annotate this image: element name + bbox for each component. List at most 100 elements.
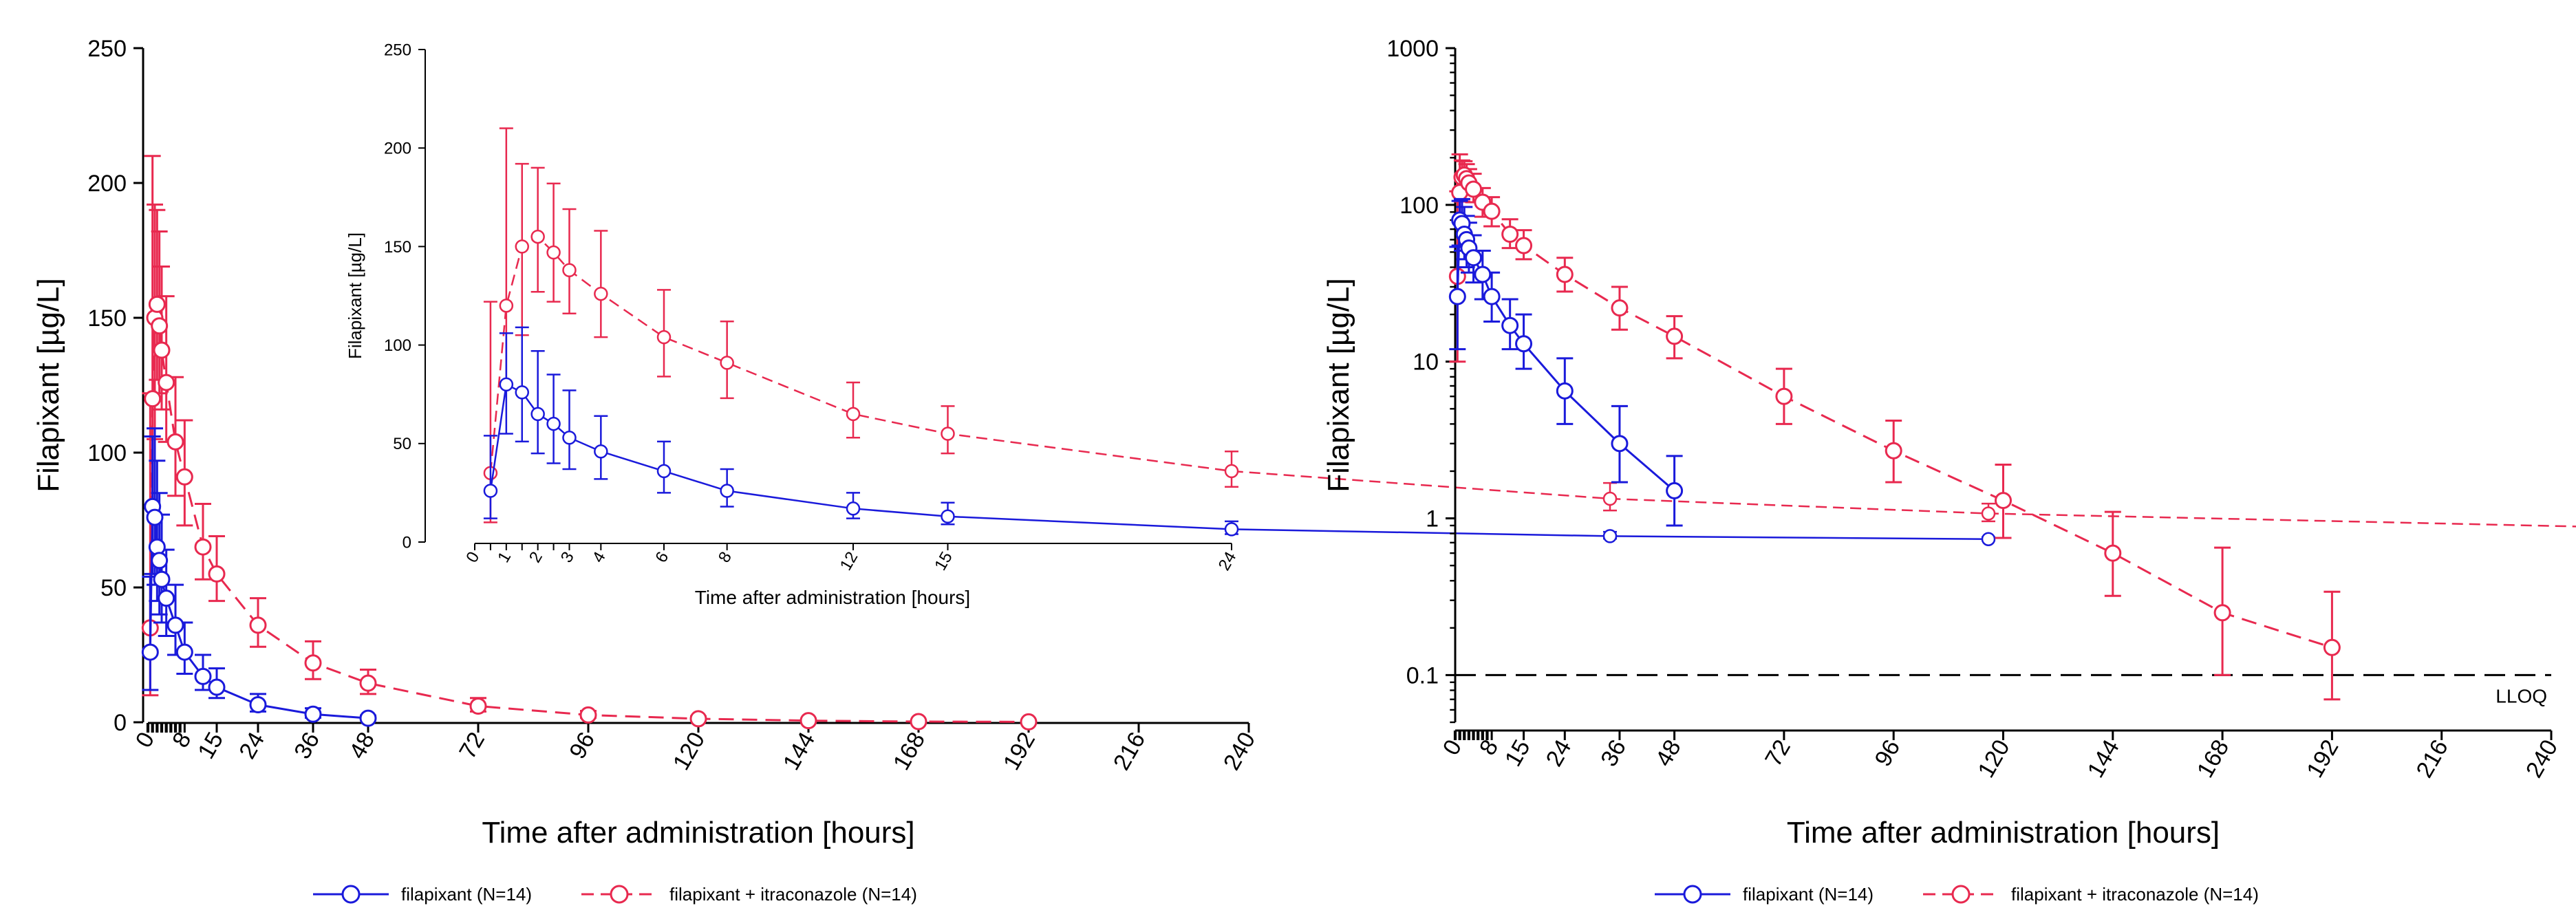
inset-line [489,382,1989,540]
legend-point [610,885,629,904]
inset-x-tick-label: 24 [1215,549,1241,574]
inset-point [515,239,529,254]
legend-marker-series-b [1923,885,1999,904]
inset-point [562,263,577,278]
inset-point [720,356,734,370]
inset-point [499,377,514,392]
log-x-tick-label: 24 [1541,735,1577,771]
log-y-tick-label: 0.1 [1406,662,1439,689]
inset-x-axis-label: Time after administration [hours] [695,587,970,608]
legend-label-series-b: filapixant + itraconazole (N=14) [2011,884,2259,905]
log-y-axis-label: Filapixant [µg/L] [1322,278,1355,493]
linear-point [167,433,184,451]
linear-point [158,374,175,391]
log-point [2104,544,2122,562]
inset-point [483,484,498,498]
inset-x-tick-label: 1 [494,549,515,566]
linear-y-axis-label: Filapixant [µg/L] [32,278,65,493]
linear-x-tick-label: 0 [131,728,160,752]
log-x-tick-label: 192 [2301,735,2343,782]
legend-right: filapixant (N=14) filapixant + itraconaz… [1655,884,2259,905]
legend-point [341,885,361,904]
linear-point [194,667,212,685]
log-point [1515,237,1533,255]
log-point [1465,180,1483,198]
linear-point [175,643,193,661]
inset-line [489,235,2576,528]
linear-x-tick-label: 168 [888,728,930,775]
inset-point [1602,491,1618,506]
inset-x-tick-label: 0 [462,549,483,566]
linear-x-tick-label: 96 [564,728,600,764]
linear-point [144,390,162,408]
linear-point [469,697,487,715]
log-y-tick-label: 1 [1426,506,1439,532]
log-x-tick-label: 216 [2412,735,2454,782]
log-point [1448,288,1466,305]
log-point [1501,316,1519,334]
linear-point [141,643,159,661]
log-x-axis-label: Time after administration [hours] [1787,816,2220,850]
inset-point [941,509,955,524]
linear-point [208,678,226,696]
inset-point [499,299,514,313]
log-point [2323,638,2341,656]
linear-point [579,706,597,724]
linear-point [1020,713,1038,731]
inset-point [656,329,672,345]
linear-line [149,304,1029,723]
linear-y-tick-label: 0 [114,710,127,736]
inset-point [546,245,561,260]
inset-point [656,464,672,479]
log-x-tick-label: 0 [1438,735,1467,759]
linear-point [249,696,267,714]
inset-point [530,229,545,244]
log-point [1556,382,1574,400]
inset-y-tick-label: 150 [384,238,411,257]
log-point [1465,249,1483,267]
linear-point [151,317,169,335]
log-point [1611,435,1629,453]
linear-point [175,468,193,486]
inset-point [594,444,608,459]
inset-x-tick-label: 4 [589,549,610,566]
inset-point [1981,506,1996,521]
log-point [1474,266,1492,283]
linear-point [304,654,322,672]
inset-point [594,286,608,301]
inset-point [720,484,734,498]
linear-x-tick-label: 72 [454,728,490,764]
linear-y-tick-label: 100 [87,440,127,466]
linear-y-tick-label: 200 [87,171,127,197]
inset-point [562,430,577,445]
linear-point [153,341,171,359]
legend-point [1951,885,1971,904]
inset-x-tick-label: 12 [837,549,862,574]
linear-x-tick-label: 24 [234,728,270,764]
log-point [2213,604,2231,622]
linear-x-tick-label: 192 [998,728,1040,775]
linear-point [689,710,707,728]
log-line [1456,217,1675,492]
linear-x-tick-label: 120 [668,728,710,775]
inset-x-tick-label: 8 [715,549,736,566]
log-y-tick-label: 10 [1413,349,1439,376]
log-x-tick-label: 144 [2083,735,2125,782]
linear-point [151,552,169,570]
linear-y-tick-label: 50 [100,575,127,601]
inset-y-tick-label: 250 [384,41,411,59]
inset-point [1224,522,1239,537]
linear-point [158,590,175,607]
legend-label-series-a: filapixant (N=14) [401,884,532,905]
log-point [1483,288,1501,305]
linear-x-tick-label: 36 [289,728,325,764]
linear-point [799,712,817,730]
legend-label-series-b: filapixant + itraconazole (N=14) [669,884,917,905]
log-point [1501,225,1519,243]
legend-marker-series-a [1655,885,1730,904]
log-x-tick-label: 36 [1596,735,1631,771]
log-point [1611,299,1629,317]
